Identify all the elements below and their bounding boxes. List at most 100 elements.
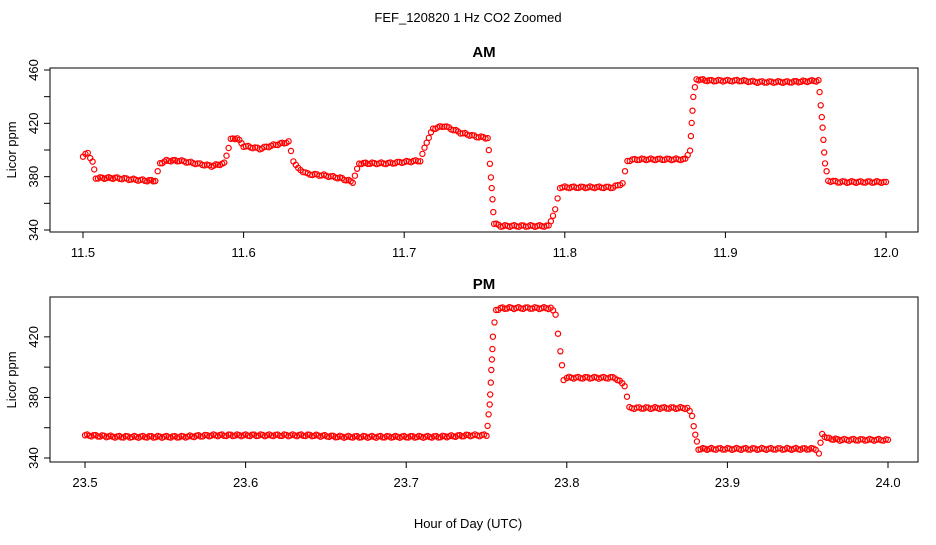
data-point-pm	[487, 391, 494, 398]
plot-frame-pm	[49, 296, 919, 463]
x-tick-label-am: 11.9	[713, 245, 737, 260]
plot-area-am: 11.5 11.6 11.7 11.8 11.9 12.0 340 380 420 460	[26, 59, 919, 260]
y-tick-label-pm: 420	[26, 326, 41, 348]
data-point-am	[689, 107, 696, 114]
x-tick-label-am: 11.7	[392, 245, 416, 260]
data-point-pm	[557, 348, 564, 355]
data-point-am	[145, 176, 153, 184]
data-point-am	[816, 88, 823, 96]
data-point-am	[815, 76, 822, 84]
data-point-am	[425, 134, 432, 142]
data-point-pm	[485, 411, 492, 418]
data-point-am	[152, 177, 159, 185]
data-point-am	[473, 133, 480, 141]
data-point-am	[486, 160, 494, 167]
y-tick-label-am: 460	[26, 59, 41, 81]
x-tick-label-pm: 24.0	[875, 475, 900, 490]
x-tick-label-pm: 23.5	[72, 475, 97, 490]
plot-frame-am	[49, 67, 919, 233]
data-point-am	[554, 195, 561, 202]
data-point-am	[621, 167, 629, 175]
data-point-am	[490, 208, 497, 216]
data-point-am	[489, 196, 496, 203]
data-point-am	[349, 179, 356, 186]
data-point-am	[619, 179, 626, 187]
data-point-pm	[484, 422, 491, 430]
data-point-pm	[692, 431, 699, 438]
ylabel-pm: Licor ppm	[4, 351, 19, 408]
data-point-am	[360, 159, 367, 167]
data-points-am	[79, 75, 890, 230]
data-point-pm	[690, 423, 697, 430]
data-point-am	[84, 149, 92, 157]
y-tick-label-pm: 340	[26, 447, 41, 469]
data-point-am	[823, 167, 830, 175]
data-point-am	[485, 146, 492, 154]
data-point-pm	[884, 436, 892, 444]
data-point-pm	[486, 401, 493, 408]
data-point-am	[169, 156, 177, 164]
data-point-pm	[623, 393, 631, 400]
y-tick-label-am: 380	[26, 166, 41, 188]
x-tick-label-pm: 23.6	[233, 475, 258, 490]
data-point-am	[438, 123, 446, 131]
x-tick-label-am: 11.6	[231, 245, 255, 260]
data-point-am	[488, 184, 495, 192]
data-point-pm	[812, 446, 819, 453]
data-point-am	[353, 165, 361, 172]
data-point-am	[686, 147, 694, 154]
data-point-am	[487, 174, 495, 181]
data-point-pm	[94, 433, 102, 440]
y-tick-label-pm: 380	[26, 387, 41, 409]
data-point-pm	[483, 432, 490, 439]
data-point-am	[221, 159, 228, 166]
x-tick-label-pm: 23.9	[715, 475, 740, 490]
data-point-am	[821, 160, 829, 167]
data-point-am	[687, 132, 695, 140]
data-point-am	[821, 149, 828, 156]
data-point-am	[820, 136, 827, 143]
panel-am: AM Licor ppm 11.5 11.6 11.7 11.8 11.9 12.0 340…	[4, 44, 919, 260]
data-point-am	[225, 144, 232, 152]
data-point-am	[819, 124, 826, 131]
data-point-am	[90, 166, 98, 173]
data-point-pm	[552, 311, 559, 318]
data-point-am	[543, 222, 550, 229]
data-point-am	[223, 152, 230, 159]
data-point-am	[882, 178, 890, 186]
panel-title-am: AM	[472, 44, 495, 61]
data-point-pm	[686, 407, 693, 415]
data-point-pm	[90, 432, 97, 439]
data-point-am	[351, 172, 359, 179]
data-point-am	[154, 167, 161, 175]
data-point-am	[419, 150, 426, 158]
plot-area-pm: 23.5 23.6 23.7 23.8 23.9 24.0 340 380 420	[26, 296, 919, 490]
data-points-pm	[81, 304, 892, 457]
x-tick-label-pm: 23.7	[394, 475, 419, 490]
x-tick-label-am: 11.8	[553, 245, 577, 260]
data-point-am	[817, 102, 824, 109]
data-point-am	[484, 134, 491, 142]
y-tick-label-am: 420	[26, 112, 41, 134]
data-point-am	[691, 83, 699, 91]
data-point-pm	[815, 450, 823, 457]
data-point-pm	[487, 379, 494, 386]
data-point-pm	[554, 330, 562, 337]
data-point-am	[688, 119, 695, 127]
data-point-pm	[489, 345, 496, 353]
data-point-am	[552, 206, 559, 213]
data-point-pm	[300, 432, 307, 439]
x-axis-label: Hour of Day (UTC)	[414, 516, 522, 531]
data-point-pm	[817, 439, 824, 446]
data-point-am	[417, 158, 424, 165]
data-point-pm	[693, 438, 701, 445]
x-tick-label-am: 11.5	[71, 245, 95, 260]
data-point-pm	[489, 333, 497, 340]
data-point-am	[414, 158, 422, 165]
data-point-pm	[621, 383, 628, 390]
data-point-am	[285, 138, 292, 145]
data-point-am	[287, 147, 295, 155]
data-point-pm	[688, 412, 696, 420]
data-point-pm	[488, 366, 495, 374]
